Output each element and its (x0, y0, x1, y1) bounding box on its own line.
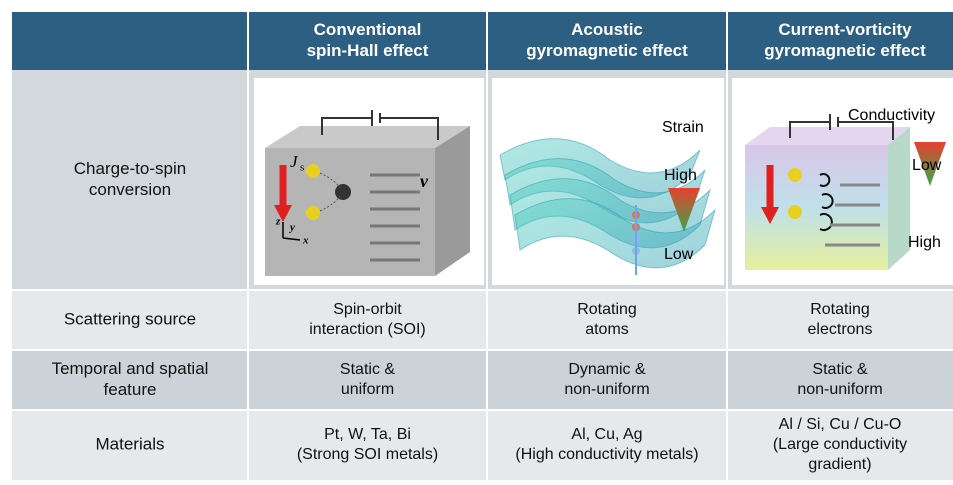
label-high: High (664, 167, 697, 184)
table-cell: electrons (808, 321, 873, 338)
table-cell: non-uniform (797, 381, 882, 398)
label-axis-y: y (288, 222, 295, 234)
header-cell: Acoustic (571, 20, 643, 39)
label-high: High (908, 234, 941, 251)
header-cell: Current-vorticity (778, 20, 912, 39)
table-cell: Rotating (810, 301, 870, 318)
header-cell: gyromagnetic effect (764, 41, 926, 60)
table-cell: Al, Cu, Ag (571, 426, 642, 443)
table-cell: Al / Si, Cu / Cu-O (779, 416, 902, 433)
label-low: Low (664, 246, 694, 263)
label-axis-x: x (302, 235, 309, 247)
row-label: Temporal and spatial (52, 359, 209, 378)
table-cell: Rotating (577, 301, 637, 318)
table-cell: non-uniform (564, 381, 649, 398)
label-current: J (290, 152, 299, 171)
illustration-acoustic: Strain High Low (492, 78, 724, 285)
table-cell: atoms (585, 321, 629, 338)
table-cell: Static & (812, 361, 867, 378)
label-axis-z: z (275, 216, 281, 228)
illustration-spin-hall: J s v z y x (254, 78, 484, 285)
row-label: Charge-to-spin (74, 159, 186, 178)
illustration-vorticity: Conductivity Low High (732, 78, 953, 285)
table-row (12, 410, 953, 480)
table-cell: Spin-orbit (333, 301, 402, 318)
label-conductivity: Conductivity (848, 107, 935, 124)
row-label: Scattering source (64, 309, 196, 328)
table-cell: Dynamic & (568, 361, 646, 378)
header-row (12, 12, 953, 70)
header-cell: gyromagnetic effect (526, 41, 688, 60)
header-cell: spin-Hall effect (307, 41, 429, 60)
header-cell: Conventional (314, 20, 422, 39)
table-row (12, 350, 953, 410)
table-cell: Static & (340, 361, 395, 378)
row-label: Materials (96, 434, 165, 453)
label-velocity: v (420, 171, 429, 191)
row-label: conversion (89, 180, 171, 199)
label-current-sub: s (300, 162, 304, 174)
table-cell: interaction (SOI) (309, 321, 425, 338)
label-low: Low (912, 157, 942, 174)
table-cell: uniform (341, 381, 394, 398)
table-row (12, 290, 953, 350)
label-strain: Strain (662, 119, 704, 136)
table-cell: gradient) (808, 456, 871, 473)
table-cell: Pt, W, Ta, Bi (324, 426, 411, 443)
table-cell: (Large conductivity (773, 436, 907, 453)
table-cell: (High conductivity metals) (515, 446, 698, 463)
table-cell: (Strong SOI metals) (297, 446, 438, 463)
row-label: feature (104, 380, 157, 399)
